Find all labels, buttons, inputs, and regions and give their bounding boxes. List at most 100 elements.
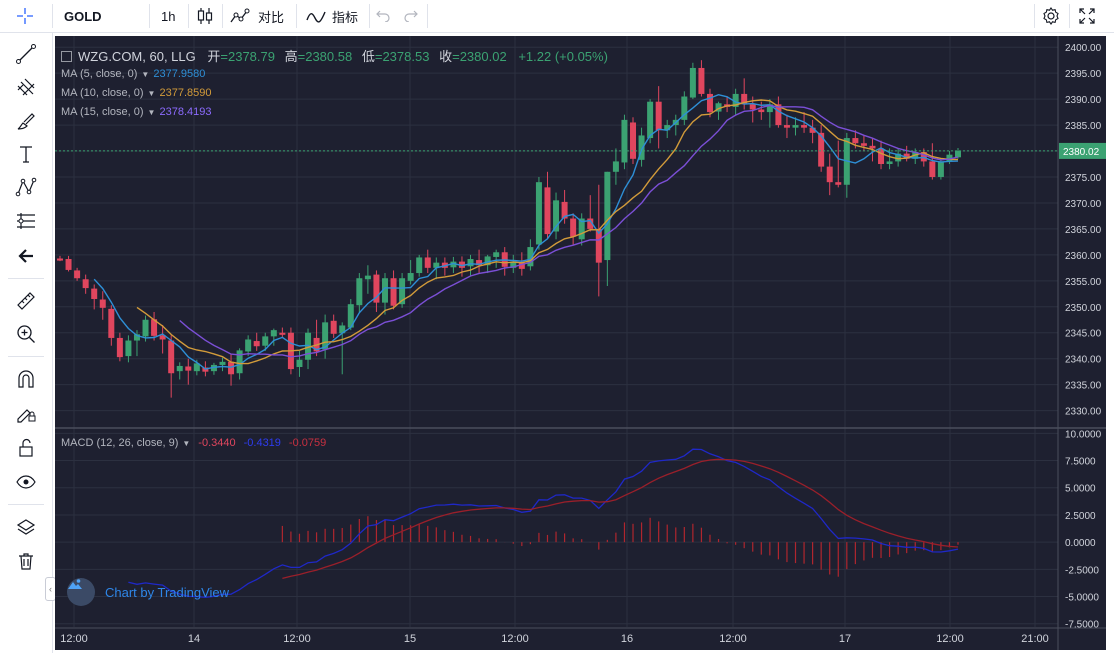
candle-body	[689, 67, 696, 98]
hide-drawings-tool[interactable]	[14, 470, 38, 494]
candle	[501, 247, 508, 276]
ma15-line	[179, 104, 959, 358]
magnet-tool[interactable]	[14, 368, 38, 392]
price-tick-label: 2365.00	[1065, 225, 1102, 236]
candle	[766, 99, 773, 128]
candle-body	[775, 104, 782, 126]
unlock-icon	[19, 438, 33, 457]
candle-body	[929, 161, 936, 177]
candle-body	[535, 182, 542, 245]
text-tool[interactable]	[14, 142, 38, 166]
collapse-legend-icon[interactable]	[61, 51, 72, 62]
redo-button[interactable]	[404, 0, 418, 32]
candle-body	[270, 330, 277, 337]
price-tick-label: 2345.00	[1065, 329, 1102, 340]
measure-tool[interactable]	[14, 289, 38, 313]
candle-body	[766, 104, 773, 113]
object-tree-tool[interactable]	[14, 516, 38, 540]
candle-body	[612, 161, 619, 172]
ma10-legend[interactable]: MA (10, close, 0) ▼ 2377.8590	[61, 87, 212, 99]
pattern-tool[interactable]	[14, 175, 38, 199]
symbol-search-button[interactable]: GOLD	[64, 0, 102, 32]
zoom-in-tool[interactable]	[14, 322, 38, 346]
chart-style-button[interactable]	[196, 0, 214, 32]
candle-body	[818, 132, 825, 167]
lock-all-tool[interactable]	[14, 436, 38, 460]
high-label: 高	[284, 49, 298, 64]
candle-body	[946, 154, 953, 162]
undo-icon	[376, 10, 390, 22]
macd-label: MACD (12, 26, close, 9)	[61, 437, 179, 449]
indicators-button[interactable]: 指标	[306, 0, 358, 32]
last-price-badge	[1059, 142, 1106, 159]
candle	[168, 335, 175, 398]
magnet-icon	[18, 370, 34, 388]
crosshair-menu-icon[interactable]	[11, 0, 39, 32]
back-arrow-tool[interactable]	[14, 244, 38, 268]
fib-tool[interactable]	[14, 75, 38, 99]
price-tick-label: 2385.00	[1065, 121, 1102, 132]
compare-button[interactable]: 对比	[229, 0, 284, 32]
candle	[741, 78, 748, 110]
time-tick-label: 12:00	[936, 633, 964, 645]
chart-area[interactable]: 2400.002395.002390.002385.002380.002375.…	[55, 36, 1106, 650]
redo-icon	[404, 10, 418, 22]
time-tick-label: 17	[839, 633, 851, 645]
macd-legend[interactable]: MACD (12, 26, close, 9) ▼ -0.3440 -0.4319 -0…	[61, 437, 327, 449]
candle	[570, 213, 577, 245]
ma10-line	[136, 99, 959, 365]
candle	[339, 322, 346, 375]
candle	[210, 362, 217, 375]
brush-tool[interactable]	[14, 109, 38, 133]
candle-body	[937, 161, 944, 177]
candle-body	[296, 359, 303, 368]
last-price-label: 2380.02	[1063, 147, 1100, 158]
remove-drawings-tool[interactable]	[14, 549, 38, 573]
candle	[664, 119, 671, 139]
pitchfork-icon	[17, 78, 35, 96]
lock-drawing-tool[interactable]	[14, 401, 38, 425]
trend-line-tool[interactable]	[14, 42, 38, 66]
candle-body	[467, 259, 474, 267]
candle	[390, 270, 397, 310]
candle	[476, 249, 483, 274]
candle	[356, 273, 363, 312]
candle	[416, 254, 423, 277]
candle	[99, 291, 106, 320]
candle-body	[878, 148, 885, 165]
candle-body	[262, 336, 269, 346]
price-tick-label: 2335.00	[1065, 381, 1102, 392]
macd-tick-label: 0.0000	[1065, 538, 1096, 549]
candle-body	[801, 125, 808, 128]
prediction-tool[interactable]	[14, 209, 38, 233]
candle-body	[698, 67, 705, 94]
candle-body	[279, 332, 286, 335]
fullscreen-button[interactable]	[1078, 0, 1096, 32]
candle	[159, 324, 166, 354]
time-tick-label: 12:00	[283, 633, 311, 645]
settings-button[interactable]	[1041, 0, 1061, 32]
compare-label: 对比	[258, 9, 285, 25]
ma5-line	[93, 93, 959, 370]
undo-button[interactable]	[376, 0, 390, 32]
candle-body	[621, 119, 628, 163]
macd-tick-label: 2.5000	[1065, 511, 1096, 522]
macd-hist-value: -0.3440	[198, 437, 236, 449]
candle	[424, 249, 431, 274]
candle-body	[604, 171, 611, 261]
main-legend: WZG.COM, 60, LLG 开=2378.79 高=2380.58 低=2…	[61, 46, 608, 65]
ma5-legend[interactable]: MA (5, close, 0) ▼ 2377.9580	[61, 68, 206, 80]
macd-line	[128, 448, 959, 599]
candle	[176, 362, 183, 380]
candle-body	[852, 138, 859, 144]
ma15-legend[interactable]: MA (15, close, 0) ▼ 2378.4193	[61, 106, 212, 118]
candle	[467, 254, 474, 276]
candle-body	[176, 365, 183, 372]
candle-body	[706, 93, 713, 113]
interval-button[interactable]: 1h	[161, 0, 175, 32]
macd-tick-label: 10.0000	[1065, 429, 1102, 440]
tradingview-brand-link[interactable]: Chart by TradingView	[67, 578, 229, 606]
candle-body	[655, 101, 662, 131]
candle	[108, 305, 115, 346]
zoom-in-icon	[17, 325, 35, 343]
